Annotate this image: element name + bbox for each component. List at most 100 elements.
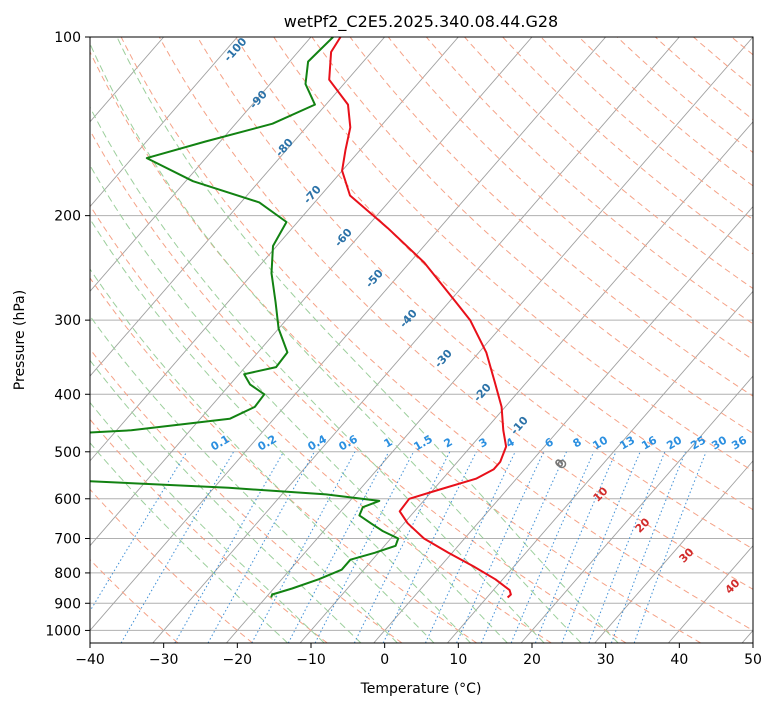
isotherm-line xyxy=(90,37,312,293)
isotherm-line xyxy=(152,37,680,643)
isotherm-line xyxy=(90,37,386,377)
dry-adiabat-line xyxy=(90,50,702,643)
isotherm-label: -20 xyxy=(471,381,494,405)
isotherm-label: -60 xyxy=(332,226,355,250)
thermo-overlays xyxy=(90,37,775,643)
y-tick-label: 1000 xyxy=(45,623,81,639)
isotherm-line xyxy=(90,37,238,208)
isotherm-line xyxy=(90,37,533,547)
isotherm-line xyxy=(299,121,753,643)
mixing-ratio-label: 0.4 xyxy=(306,432,330,453)
dry-adiabat-line xyxy=(197,37,753,550)
moist-adiabat-line xyxy=(90,42,582,643)
theta-label: 40 xyxy=(723,576,743,596)
theta-label: 10 xyxy=(591,484,611,504)
mixing-ratio-line xyxy=(588,451,666,643)
dry-adiabat-line xyxy=(349,37,753,397)
parcel-marker xyxy=(557,459,567,469)
chart-title: wetPf2_C2E5.2025.340.08.44.G28 xyxy=(284,12,558,32)
moist-adiabat-line xyxy=(90,315,398,643)
moist-adiabat-line xyxy=(90,106,545,643)
background-grid xyxy=(90,37,753,643)
mixing-ratio-label: 13 xyxy=(617,434,637,453)
dry-adiabat-line xyxy=(311,37,753,434)
mixing-ratio-label: 1.5 xyxy=(412,432,435,453)
mixing-ratio-line xyxy=(287,451,390,643)
y-tick-label: 100 xyxy=(54,30,81,46)
dry-adiabat-line xyxy=(578,37,753,187)
y-tick-label: 200 xyxy=(54,209,81,225)
moist-adiabat-line xyxy=(90,164,508,643)
y-tick-label: 700 xyxy=(54,532,81,548)
mixing-ratio-line xyxy=(480,451,567,643)
mixing-ratio-label: 10 xyxy=(590,433,610,452)
x-tick-label: 0 xyxy=(380,652,389,668)
isotherm-line xyxy=(594,460,753,643)
dry-adiabat-line xyxy=(770,37,775,643)
x-tick-label: −20 xyxy=(223,652,253,668)
mixing-ratio-line xyxy=(90,451,188,613)
y-axis-title: Pressure (hPa) xyxy=(12,290,28,390)
dry-adiabat-line xyxy=(616,37,753,154)
mixing-ratio-label: 2 xyxy=(442,435,455,450)
mixing-ratio-label: 20 xyxy=(664,433,684,452)
moist-adiabat-line xyxy=(90,268,435,643)
x-axis-title: Temperature (°C) xyxy=(360,681,482,697)
dry-adiabat-line xyxy=(90,418,328,643)
mixing-ratio-label: 36 xyxy=(729,433,749,452)
x-tick-label: 20 xyxy=(523,652,541,668)
mixing-ratio-line xyxy=(207,451,315,643)
mixing-ratio-line xyxy=(251,451,356,643)
moist-adiabat-line xyxy=(116,37,619,643)
moist-adiabat-line xyxy=(90,359,362,643)
x-tick-label: 10 xyxy=(449,652,467,668)
moist-adiabat-line xyxy=(90,442,289,643)
mixing-ratio-line xyxy=(561,451,641,643)
isotherm-line xyxy=(226,37,753,643)
mixing-ratio-label: 25 xyxy=(688,434,708,453)
mixing-ratio-label: 0.6 xyxy=(337,432,361,453)
y-tick-label: 400 xyxy=(54,387,81,403)
y-tick-label: 800 xyxy=(54,566,81,582)
dry-adiabat-line xyxy=(90,129,627,643)
isotherm-label: -80 xyxy=(273,136,296,160)
y-tick-label: 600 xyxy=(54,492,81,508)
isotherm-label: -90 xyxy=(247,88,270,112)
x-tick-label: 40 xyxy=(670,652,688,668)
isotherm-line xyxy=(373,205,753,643)
x-axis: −40 −30 −20 −10 0 10 20 30 40 50 xyxy=(75,643,762,668)
mixing-ratio-label: 6 xyxy=(543,435,556,450)
theta-label: 20 xyxy=(633,515,653,535)
x-tick-label: −30 xyxy=(149,652,179,668)
isotherm-label: -70 xyxy=(301,183,324,207)
mixing-ratio-line xyxy=(353,451,451,643)
dry-adiabat-line xyxy=(540,37,753,221)
mixing-ratio-label: 30 xyxy=(709,433,729,452)
y-axis: 100 200 300 400 500 600 700 800 900 1000 xyxy=(45,30,90,639)
mixing-ratio-label: 16 xyxy=(639,433,659,452)
isotherm-line xyxy=(90,37,459,462)
moist-adiabat-line xyxy=(90,218,471,643)
mixing-ratio-label: 1 xyxy=(382,435,395,450)
isotherm-line xyxy=(520,375,753,643)
dry-adiabat-line xyxy=(235,37,753,511)
dry-adiabat-line xyxy=(120,37,753,631)
mixing-ratio-label: 3 xyxy=(477,435,490,450)
y-tick-label: 300 xyxy=(54,313,81,329)
temperature-profile-line xyxy=(328,37,512,599)
plot-frame xyxy=(89,36,754,644)
profile-series xyxy=(90,37,567,599)
mixing-ratio-line xyxy=(633,451,707,643)
isotherm-label: -30 xyxy=(432,347,455,371)
mixing-ratio-line xyxy=(534,451,617,643)
mixing-ratio-line xyxy=(510,451,595,643)
isotherm-label: -10 xyxy=(508,414,531,438)
theta-label: 30 xyxy=(677,545,697,565)
dry-adiabat-line xyxy=(273,37,753,472)
mixing-ratio-line xyxy=(382,451,477,643)
x-tick-label: 30 xyxy=(597,652,615,668)
dry-adiabat-line xyxy=(90,488,253,643)
isotherm-label: -50 xyxy=(363,267,386,291)
dry-adiabat-line xyxy=(693,37,753,88)
